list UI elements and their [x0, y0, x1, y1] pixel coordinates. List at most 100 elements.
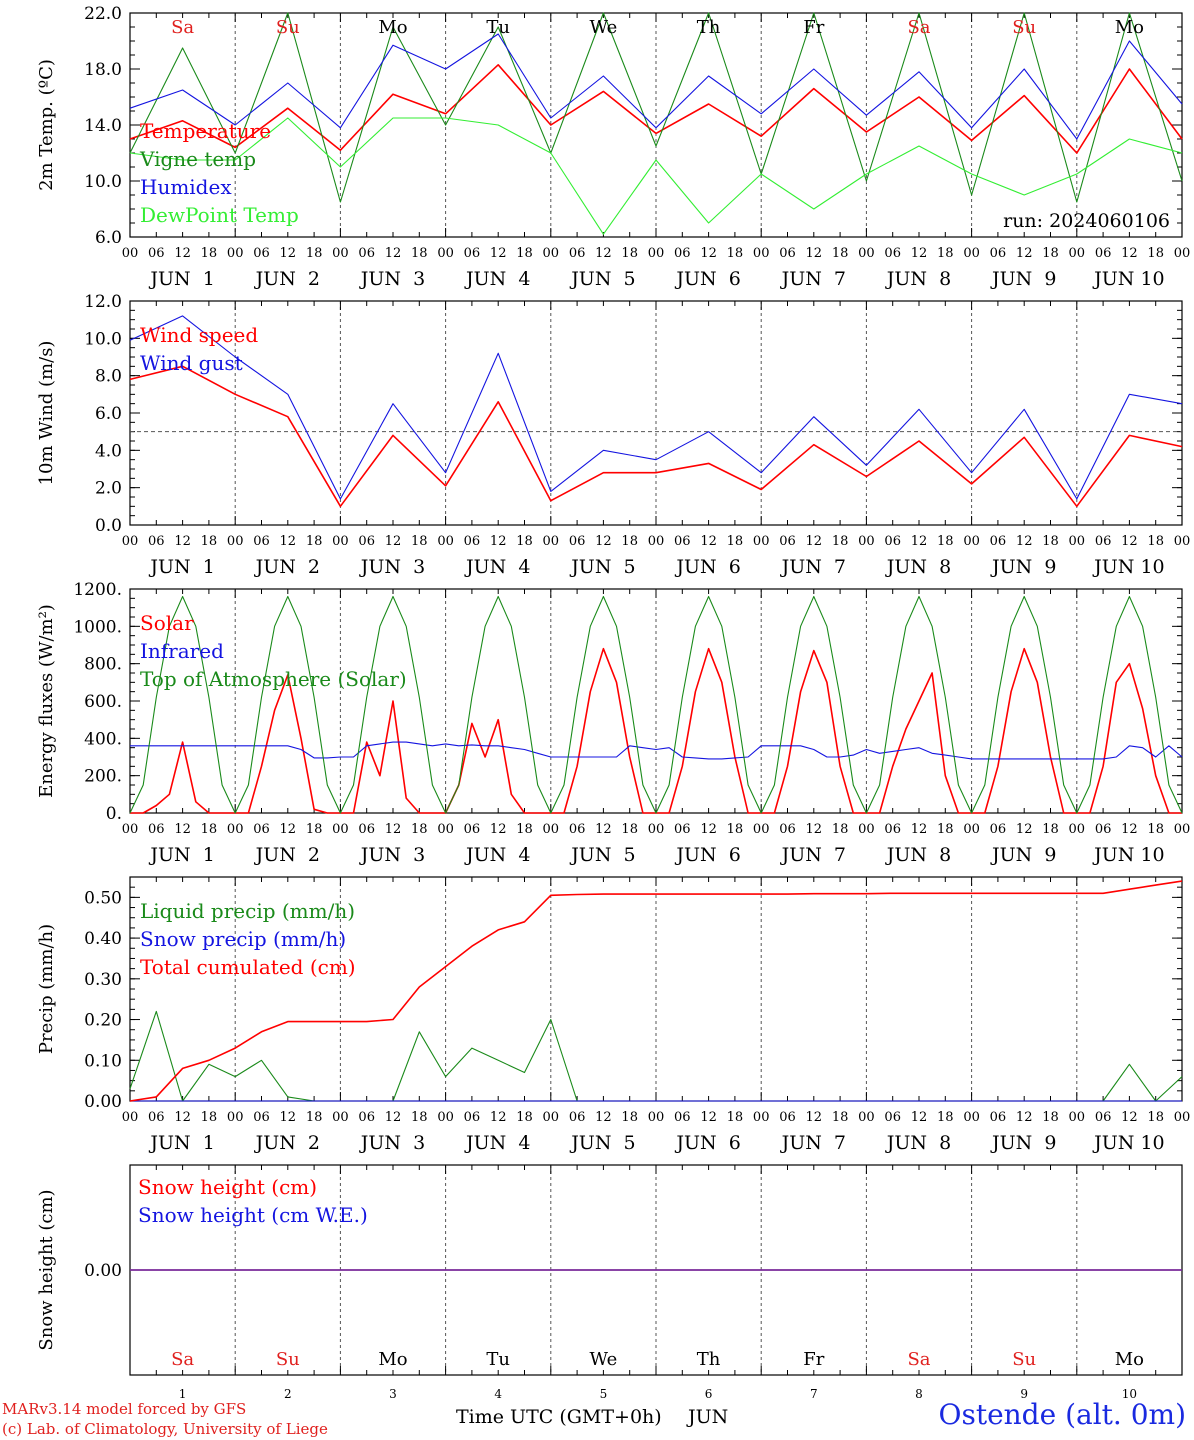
hour-tick-label: 18: [306, 1110, 323, 1125]
date-label: JUN 2: [254, 268, 320, 290]
hour-tick-label: 06: [358, 534, 375, 549]
hour-tick-label: 12: [1121, 246, 1138, 261]
date-label: JUN 10: [1092, 844, 1164, 866]
hour-tick-label: 00: [858, 822, 875, 837]
hour-tick-label: 12: [806, 534, 823, 549]
hour-tick-label: 06: [990, 822, 1007, 837]
hour-tick-label: 18: [937, 822, 954, 837]
hour-tick-label: 18: [201, 822, 218, 837]
hour-tick-label: 00: [543, 534, 560, 549]
hour-tick-label: 00: [858, 246, 875, 261]
hour-tick-label: 12: [385, 534, 402, 549]
day-number: 9: [1020, 1387, 1028, 1401]
y-axis-label: 10m Wind (m/s): [36, 341, 57, 486]
date-label: JUN 1: [148, 268, 214, 290]
date-label: JUN 2: [254, 844, 320, 866]
day-name: Mo: [1115, 17, 1144, 38]
y-tick-label: 0.0: [95, 516, 122, 536]
hour-tick-label: 00: [753, 534, 770, 549]
hour-tick-label: 18: [516, 246, 533, 261]
date-label: JUN 10: [1092, 268, 1164, 290]
legend-entry: Wind gust: [140, 351, 243, 375]
hour-tick-label: 12: [385, 822, 402, 837]
hour-tick-label: 06: [569, 1110, 586, 1125]
hour-tick-label: 12: [174, 246, 191, 261]
hour-tick-label: 18: [306, 534, 323, 549]
date-label: JUN 9: [990, 1132, 1056, 1154]
day-name: Su: [1012, 1349, 1036, 1370]
y-tick-label: 800.: [84, 655, 122, 675]
hour-tick-label: 06: [1095, 1110, 1112, 1125]
hour-tick-label: 18: [201, 246, 218, 261]
day-name: Th: [697, 17, 721, 38]
hour-tick-label: 06: [674, 246, 691, 261]
day-name: Th: [697, 1349, 721, 1370]
credit-model: MARv3.14 model forced by GFS: [2, 1400, 247, 1418]
hour-tick-label: 06: [148, 534, 165, 549]
y-tick-label: 18.0: [84, 60, 122, 80]
series-line-total-cumulated-cm-: [129, 880, 1183, 1102]
y-tick-label: 400.: [84, 729, 122, 749]
hour-tick-label: 18: [411, 822, 428, 837]
day-name: Sa: [171, 1349, 194, 1370]
date-label: JUN 4: [464, 268, 530, 290]
date-label: JUN 2: [254, 1132, 320, 1154]
hour-tick-label: 06: [1095, 534, 1112, 549]
hour-tick-label: 06: [990, 1110, 1007, 1125]
y-tick-label: 14.0: [84, 116, 122, 136]
date-label: JUN 6: [674, 268, 740, 290]
date-label: JUN 5: [569, 268, 635, 290]
hour-tick-label: 06: [779, 1110, 796, 1125]
legend-entry: DewPoint Temp: [140, 203, 299, 227]
y-tick-label: 1200.: [73, 580, 122, 600]
hour-tick-label: 06: [253, 822, 270, 837]
day-number: 1: [179, 1387, 187, 1401]
day-name: We: [590, 17, 618, 38]
day-name: Sa: [907, 1349, 930, 1370]
hour-tick-label: 06: [884, 246, 901, 261]
hour-tick-label: 06: [569, 246, 586, 261]
hour-tick-label: 18: [1147, 534, 1164, 549]
hour-tick-label: 00: [963, 534, 980, 549]
hour-tick-label: 18: [937, 1110, 954, 1125]
hour-tick-label: 00: [753, 822, 770, 837]
date-label: JUN 7: [780, 844, 846, 866]
panel-temp: 6.0 10.0 14.0 18.0 22.0 2m Temp. (ºC) Temperat…: [36, 4, 1190, 290]
hour-tick-label: 12: [490, 1110, 507, 1125]
date-label: JUN 9: [990, 556, 1056, 578]
series-line-temperature: [129, 64, 1183, 154]
hour-tick-label: 18: [1042, 534, 1059, 549]
y-tick-label: 600.: [84, 692, 122, 712]
hour-tick-label: 18: [832, 1110, 849, 1125]
date-label: JUN 4: [464, 844, 530, 866]
hour-tick-label: 12: [174, 1110, 191, 1125]
hour-tick-label: 00: [332, 246, 349, 261]
hour-tick-label: 06: [358, 1110, 375, 1125]
day-name: Su: [1012, 17, 1036, 38]
legend-entry: Snow height (cm W.E.): [138, 1203, 368, 1227]
day-name: Mo: [378, 17, 407, 38]
hour-tick-label: 06: [569, 534, 586, 549]
panel-wind: 0.0 2.0 4.0 6.0 8.0 10.0 12.0 10m Wind (m/s) Win…: [36, 292, 1190, 578]
y-tick-label: 1000.: [73, 617, 122, 637]
hour-tick-label: 12: [595, 822, 612, 837]
date-label: JUN 8: [885, 844, 951, 866]
hour-tick-label: 18: [621, 246, 638, 261]
day-name: Sa: [907, 17, 930, 38]
run-label: run: 2024060106: [1003, 210, 1170, 232]
hour-tick-label: 00: [1069, 822, 1086, 837]
hour-tick-label: 12: [174, 822, 191, 837]
hour-tick-label: 00: [1174, 534, 1191, 549]
y-axis-label: Snow height (cm): [36, 1189, 57, 1350]
day-number: 7: [810, 1387, 818, 1401]
date-label: JUN 7: [780, 1132, 846, 1154]
x-axis-month: JUN: [686, 1406, 728, 1428]
date-label: JUN 10: [1092, 1132, 1164, 1154]
hour-tick-label: 00: [227, 534, 244, 549]
legend-entry: Infrared: [140, 639, 224, 663]
hour-tick-label: 00: [227, 246, 244, 261]
date-label: JUN 9: [990, 268, 1056, 290]
hour-tick-label: 12: [385, 246, 402, 261]
hour-tick-label: 06: [674, 1110, 691, 1125]
